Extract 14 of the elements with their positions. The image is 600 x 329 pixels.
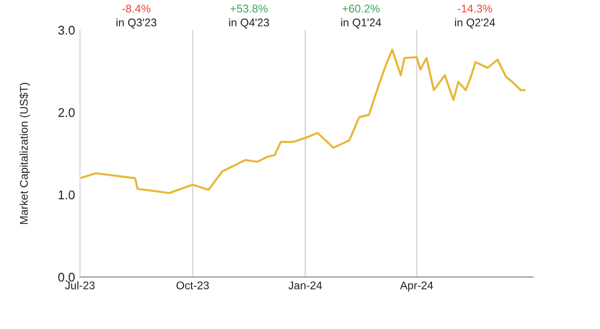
x-tick-label: Apr-24: [400, 281, 434, 292]
text: -14.3% in Q2'24: [455, 4, 496, 28]
y-axis-title: Market Capitalization (US$T): [19, 82, 30, 224]
y-tick-label: 1.0: [58, 190, 75, 200]
text: +60.2% in Q1'24: [341, 4, 382, 28]
y-tick-label: 3.0: [58, 26, 75, 35]
line-series: [80, 48, 526, 194]
x-tick-label: Jan-24: [288, 281, 322, 290]
x-tick-label: Jul-23: [65, 281, 95, 290]
y-tick-label: 2.0: [58, 108, 75, 117]
text: +53.8% in Q4'23: [229, 4, 269, 28]
text: -8.4% in Q3'23: [116, 4, 156, 28]
x-tick-label: Oct-23: [176, 281, 209, 290]
y-tick-label: 0.0: [58, 272, 75, 282]
